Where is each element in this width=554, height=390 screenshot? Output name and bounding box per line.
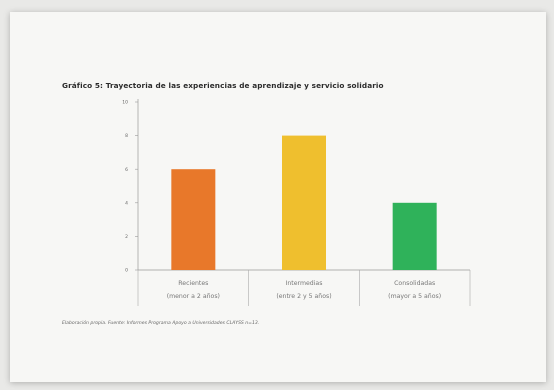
bar [282,135,326,270]
category-label: (entre 2 y 5 años) [276,293,331,300]
y-tick-label: 8 [125,133,128,139]
category-label: Consolidadas [394,280,435,287]
bar [171,169,216,270]
chart-labels: Recientes (menor a 2 años) Intermedias (ent… [167,280,441,300]
y-tick-label: 0 [125,268,128,274]
document-page [10,12,546,382]
bar [392,202,437,270]
y-tick-label: 10 [122,100,128,106]
chart-source-note: Elaboración propia. Fuente: Informes Pro… [62,321,260,326]
category-label: (mayor a 5 años) [388,293,441,300]
y-tick-label: 2 [125,234,128,240]
chart-title: Gráfico 5: Trayectoria de las experienci… [62,81,384,90]
category-label: (menor a 2 años) [167,293,220,300]
chart-bars [171,135,437,270]
category-label: Intermedias [286,280,323,287]
y-tick-label: 6 [125,167,128,173]
category-label: Recientes [178,280,208,287]
y-tick-label: 4 [125,200,128,206]
